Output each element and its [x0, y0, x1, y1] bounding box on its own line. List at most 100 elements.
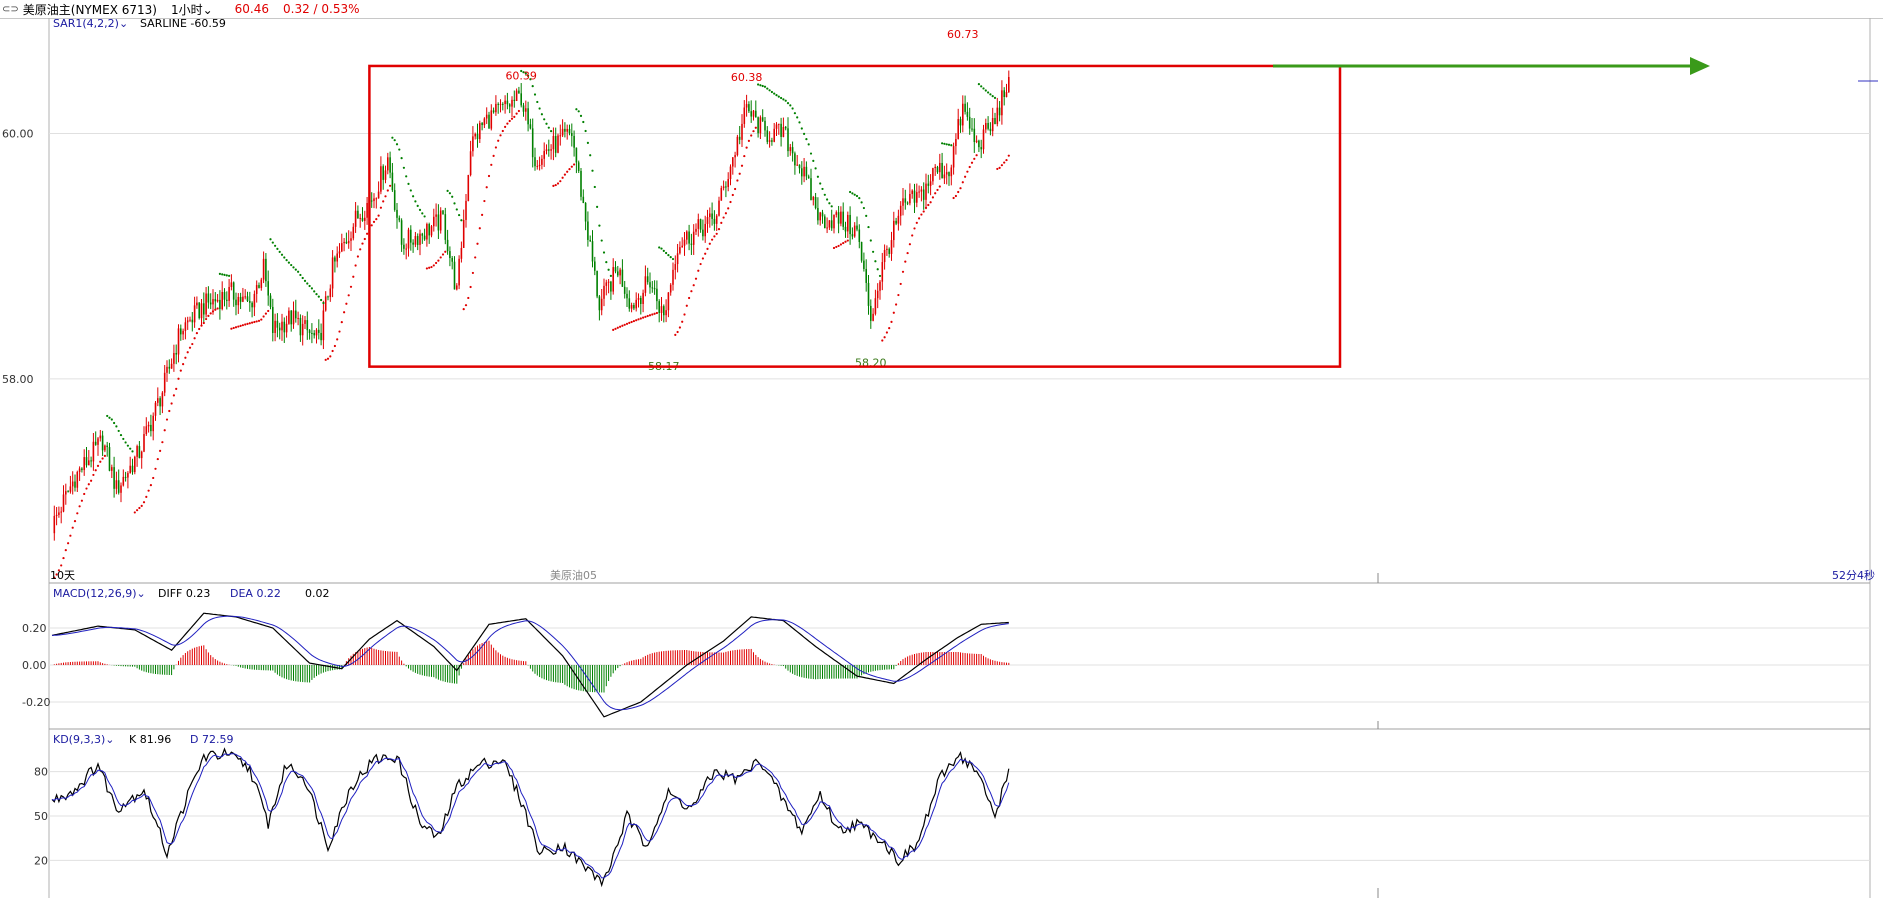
period-selector[interactable]: 1小时⌄ [171, 1, 213, 18]
sar-dot [957, 190, 960, 194]
candle-body [932, 168, 934, 182]
sar-dot [451, 195, 454, 198]
sar-dot [876, 268, 879, 271]
candle-body [962, 103, 964, 126]
sar-dot [471, 271, 474, 275]
candle-body [789, 147, 792, 152]
candle-body [943, 174, 946, 179]
price-annotation: 60.39 [505, 70, 537, 83]
sar-dot [85, 487, 88, 490]
sar-dot [699, 262, 702, 266]
chart-canvas[interactable]: 60.00 58.00 SAR1(4,2,2)⌄ SARLINE -60.59 … [0, 18, 1883, 898]
sar-dot [248, 322, 251, 325]
candle-body [879, 281, 881, 291]
link-icon[interactable]: ⊂⊃ [2, 3, 19, 15]
sar-dot [761, 84, 764, 88]
toolbar: ⊂⊃ 美原油主(NYMEX 6713) 1小时⌄ 60.46 0.32 / 0.… [0, 0, 1883, 19]
sar-dot [975, 154, 978, 157]
candle-body [748, 104, 750, 112]
instrument-selector[interactable]: 美原油主(NYMEX 6713) [22, 2, 157, 17]
sar-dot [377, 214, 380, 217]
candle-body [405, 248, 407, 250]
sar-dot [943, 142, 946, 145]
sar-dot [69, 534, 72, 537]
sar-dot [694, 277, 698, 280]
candle-body [136, 446, 138, 457]
sar-dot [99, 460, 102, 463]
sar-dot [556, 182, 560, 185]
candle-body [814, 196, 817, 209]
candle-body [732, 157, 734, 167]
sar-dot [688, 296, 691, 300]
macd-y-tick: -0.20 [22, 696, 50, 709]
sar-dot [354, 264, 357, 267]
candle-body [306, 320, 309, 331]
candle-body [499, 103, 502, 105]
candle-body [626, 293, 628, 299]
sar-dot [315, 293, 318, 296]
candle-body [366, 202, 368, 218]
candle-body [488, 114, 490, 129]
sar-dot [947, 143, 951, 146]
candle-body [370, 200, 373, 202]
candle-body [600, 298, 603, 311]
candle-body [784, 126, 787, 129]
candle-body [193, 305, 196, 323]
candle-body [529, 124, 532, 129]
candle-body [867, 282, 870, 306]
candle-body [752, 110, 755, 117]
candle-body [53, 515, 56, 534]
candle-body [522, 105, 525, 112]
candle-body [605, 282, 608, 286]
sar-dot [655, 311, 659, 315]
kd-indicator-label[interactable]: KD(9,3,3)⌄ [53, 733, 114, 746]
sar-dot [913, 227, 916, 230]
sar-dot [563, 173, 567, 176]
macd-indicator-label[interactable]: MACD(12,26,9)⌄ [53, 587, 146, 600]
candle-body [603, 285, 605, 299]
candle-body [695, 228, 697, 232]
sar-dot [625, 322, 629, 325]
candle-body [525, 108, 527, 112]
macd-diff-label: DIFF 0.23 [158, 587, 210, 600]
sar-dot [722, 216, 725, 219]
sar-dot [430, 265, 433, 269]
candle-body [720, 188, 723, 201]
candle-body [761, 117, 764, 121]
sar-dot [547, 126, 550, 129]
sar-dot [370, 224, 373, 227]
candle-body [607, 281, 610, 283]
sar-dot [775, 94, 778, 97]
candle-body [62, 494, 65, 512]
candle-body [101, 435, 104, 451]
candle-body [173, 353, 175, 364]
candle-body [69, 486, 72, 492]
sar-dot [278, 250, 281, 253]
candle-body [147, 424, 150, 427]
sar-dot [561, 176, 564, 179]
sar-dot [310, 287, 313, 290]
candle-body [403, 244, 405, 249]
candle-body [640, 297, 642, 304]
sar-dot [425, 267, 428, 270]
last-price: 60.46 [234, 2, 270, 16]
sar-dot [855, 194, 859, 198]
candle-body [612, 267, 614, 292]
candle-body [318, 329, 320, 333]
candle-body [322, 310, 325, 341]
sar-dot [959, 187, 962, 190]
sar-dot [609, 274, 613, 278]
candle-body [711, 213, 713, 219]
candle-body [564, 128, 566, 132]
candle-body [851, 234, 854, 237]
kd-y-tick: 20 [34, 854, 48, 867]
sar-dot [515, 112, 518, 115]
candle-body [644, 276, 647, 293]
candle-body [278, 327, 281, 331]
candle-body [591, 241, 594, 262]
candle-body [575, 147, 578, 163]
sar-dot [64, 548, 67, 552]
sar-dot [269, 238, 272, 241]
sar-indicator-label[interactable]: SAR1(4,2,2)⌄ [53, 18, 128, 30]
sar-dot [444, 250, 447, 253]
